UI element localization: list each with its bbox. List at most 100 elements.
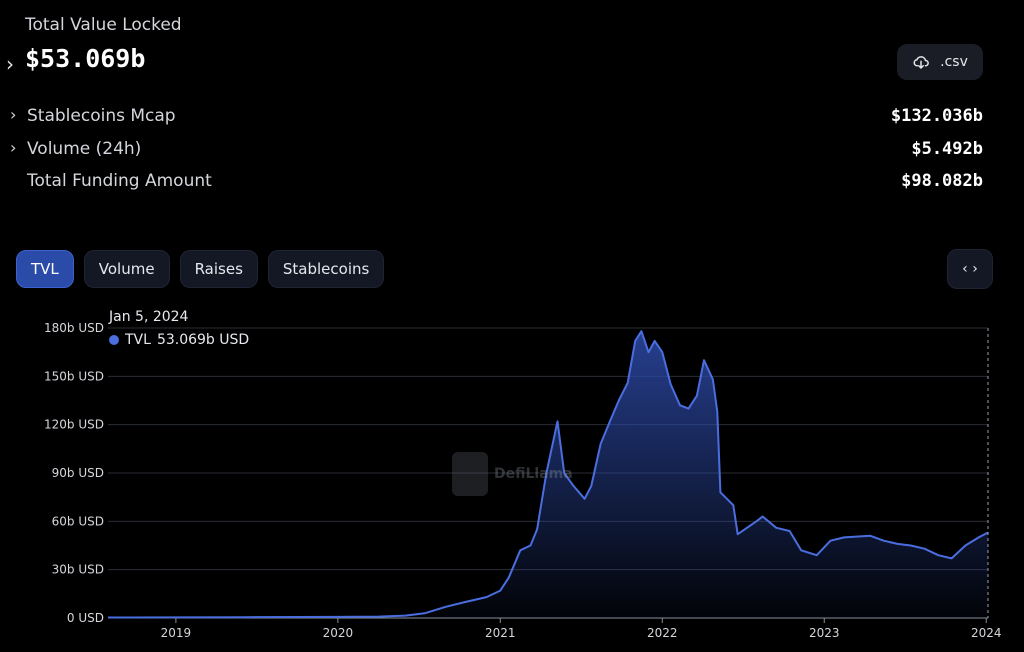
data-point bbox=[869, 535, 871, 537]
data-point bbox=[755, 520, 757, 522]
data-point bbox=[800, 549, 802, 551]
tooltip-value: 53.069b USD bbox=[156, 332, 250, 348]
data-point bbox=[175, 616, 177, 618]
data-point bbox=[648, 351, 650, 353]
data-point bbox=[843, 536, 845, 538]
chart-tabs: TVL Volume Raises Stablecoins bbox=[16, 250, 385, 288]
data-point bbox=[816, 554, 818, 556]
tab-stablecoins[interactable]: Stablecoins bbox=[267, 250, 385, 288]
metric-label: Volume (24h) bbox=[27, 139, 142, 159]
data-point bbox=[670, 383, 672, 385]
data-point bbox=[530, 545, 532, 547]
y-tick-label: 120b USD bbox=[44, 418, 104, 432]
chevron-right-icon[interactable]: › bbox=[10, 138, 17, 157]
x-tick-label: 2024 bbox=[971, 626, 1002, 640]
data-point bbox=[679, 404, 681, 406]
csv-download-button[interactable]: .csv bbox=[897, 44, 983, 80]
tvl-value: $53.069b bbox=[25, 44, 146, 73]
data-point bbox=[634, 340, 636, 342]
metric-value: $132.036b bbox=[890, 106, 983, 126]
embed-button[interactable]: ‹ › bbox=[947, 249, 993, 289]
tvl-chart[interactable]: 0 USD 30b USD 60b USD 90b USD 120b USD 150b U… bbox=[0, 300, 1024, 652]
data-point bbox=[242, 616, 244, 618]
data-point bbox=[830, 540, 832, 542]
data-point bbox=[732, 504, 734, 506]
data-point bbox=[627, 382, 629, 384]
data-point bbox=[951, 557, 953, 559]
metric-label: Stablecoins Mcap bbox=[27, 106, 176, 126]
cloud-download-icon bbox=[913, 56, 929, 69]
data-point bbox=[337, 616, 339, 618]
data-point bbox=[789, 530, 791, 532]
data-point bbox=[377, 616, 379, 618]
data-point bbox=[499, 590, 501, 592]
data-point bbox=[557, 420, 559, 422]
metric-row-volume[interactable]: › Volume (24h) $5.492b bbox=[0, 137, 1024, 163]
y-tick-label: 0 USD bbox=[67, 611, 104, 625]
metric-label: Total Funding Amount bbox=[27, 171, 212, 191]
metric-row-stablecoins[interactable]: › Stablecoins Mcap $132.036b bbox=[0, 104, 1024, 130]
data-point bbox=[910, 545, 912, 547]
data-point bbox=[573, 485, 575, 487]
data-point bbox=[964, 545, 966, 547]
metric-value: $98.082b bbox=[901, 171, 983, 191]
tvl-title: Total Value Locked bbox=[25, 15, 182, 35]
series-dot-icon bbox=[109, 335, 119, 345]
csv-label: .csv bbox=[940, 54, 968, 70]
tooltip-row: TVL 53.069b USD bbox=[109, 332, 249, 348]
data-point bbox=[519, 549, 521, 551]
tab-volume[interactable]: Volume bbox=[83, 250, 170, 288]
y-tick-label: 30b USD bbox=[52, 563, 104, 577]
data-point bbox=[978, 536, 980, 538]
tab-tvl[interactable]: TVL bbox=[16, 250, 74, 288]
chevron-right-icon[interactable]: › bbox=[10, 105, 17, 124]
data-point bbox=[486, 596, 488, 598]
llama-logo-icon bbox=[452, 452, 488, 496]
data-point bbox=[897, 543, 899, 545]
data-point bbox=[703, 359, 705, 361]
data-point bbox=[600, 443, 602, 445]
data-point bbox=[404, 615, 406, 617]
data-point bbox=[609, 420, 611, 422]
data-point bbox=[762, 516, 764, 518]
data-point bbox=[712, 379, 714, 381]
metric-value: $5.492b bbox=[911, 139, 983, 159]
tab-raises[interactable]: Raises bbox=[179, 250, 258, 288]
x-tick-label: 2020 bbox=[323, 626, 354, 640]
data-point bbox=[719, 491, 721, 493]
data-point bbox=[445, 606, 447, 608]
tooltip-date: Jan 5, 2024 bbox=[109, 309, 189, 325]
x-tick-label: 2023 bbox=[809, 626, 840, 640]
watermark: DefiLlama bbox=[452, 452, 573, 496]
y-tick-label: 90b USD bbox=[52, 466, 104, 480]
data-point bbox=[536, 528, 538, 530]
y-tick-label: 180b USD bbox=[44, 321, 104, 335]
data-point bbox=[924, 548, 926, 550]
metric-row-funding: Total Funding Amount $98.082b bbox=[0, 169, 1024, 195]
data-point bbox=[716, 411, 718, 413]
data-point bbox=[654, 340, 656, 342]
data-point bbox=[107, 617, 109, 619]
data-point bbox=[618, 400, 620, 402]
data-point bbox=[661, 351, 663, 353]
tvl-expand-chevron-icon[interactable]: › bbox=[6, 52, 14, 76]
data-point bbox=[775, 527, 777, 529]
x-tick-label: 2019 bbox=[161, 626, 192, 640]
data-point bbox=[584, 498, 586, 500]
tooltip-series: TVL bbox=[125, 332, 151, 348]
data-point bbox=[590, 485, 592, 487]
data-point bbox=[883, 540, 885, 542]
x-tick-label: 2022 bbox=[647, 626, 678, 640]
tvl-area bbox=[108, 331, 988, 618]
data-point bbox=[696, 395, 698, 397]
data-point bbox=[737, 533, 739, 535]
y-tick-label: 150b USD bbox=[44, 369, 104, 383]
data-point bbox=[465, 601, 467, 603]
data-point bbox=[937, 554, 939, 556]
watermark-text: DefiLlama bbox=[494, 466, 573, 482]
code-icon: ‹ › bbox=[962, 261, 978, 277]
data-point bbox=[640, 330, 642, 332]
y-tick-label: 60b USD bbox=[52, 514, 104, 528]
data-point bbox=[688, 408, 690, 410]
data-point bbox=[508, 577, 510, 579]
